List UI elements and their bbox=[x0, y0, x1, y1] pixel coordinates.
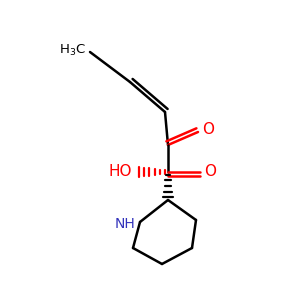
Text: O: O bbox=[204, 164, 216, 179]
Text: O: O bbox=[202, 122, 214, 137]
Text: HO: HO bbox=[109, 164, 132, 179]
Text: H$_3$C: H$_3$C bbox=[59, 42, 86, 58]
Text: NH: NH bbox=[114, 217, 135, 231]
